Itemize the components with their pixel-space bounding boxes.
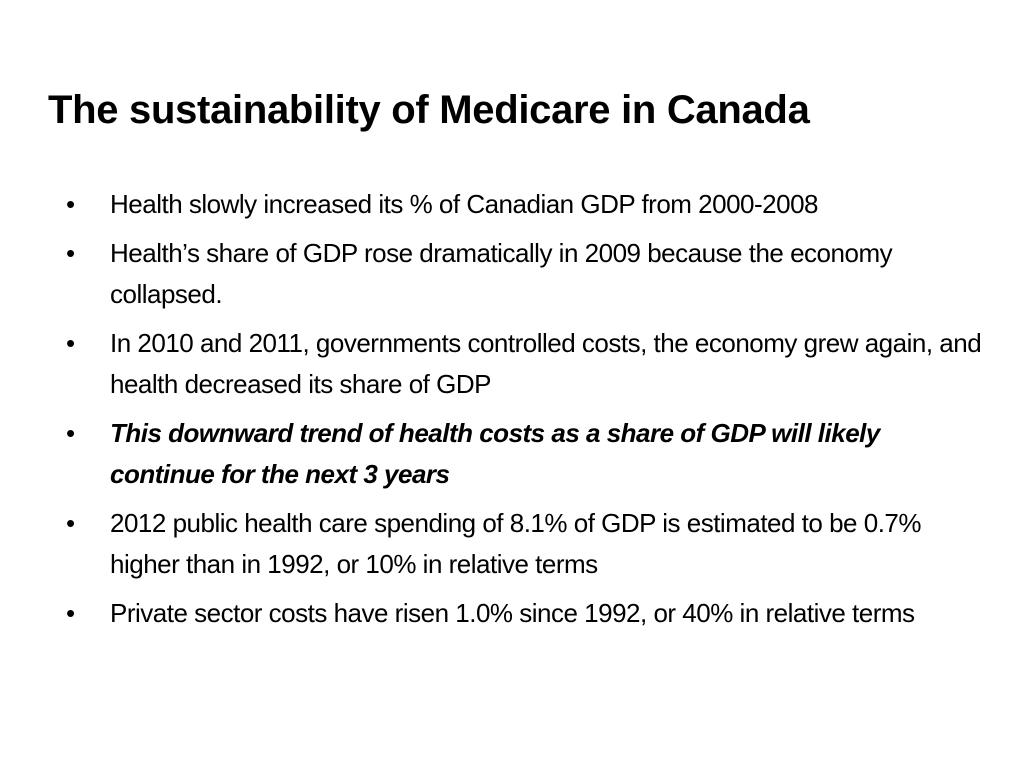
bullet-item-2010-2011: • In 2010 and 2011, governments controll…	[66, 323, 986, 405]
bullet-icon: •	[66, 598, 76, 628]
bullet-item-downward-trend: • This downward trend of health costs as…	[66, 413, 986, 495]
bullet-text: In 2010 and 2011, governments controlled…	[110, 328, 982, 399]
bullet-text: Health’s share of GDP rose dramatically …	[110, 238, 893, 309]
bullet-icon: •	[66, 189, 76, 219]
bullet-text: 2012 public health care spending of 8.1%…	[110, 508, 922, 579]
bullet-icon: •	[66, 508, 76, 538]
bullet-text: Health slowly increased its % of Canadia…	[110, 189, 819, 219]
bullet-item-public-spending-2012: • 2012 public health care spending of 8.…	[66, 503, 986, 585]
slide-title: The sustainability of Medicare in Canada	[48, 88, 810, 132]
bullet-item-private-sector: • Private sector costs have risen 1.0% s…	[66, 593, 986, 634]
bullet-text: Private sector costs have risen 1.0% sin…	[110, 598, 915, 628]
bullet-icon: •	[66, 328, 76, 358]
bullet-item-gdp-2000-2008: • Health slowly increased its % of Canad…	[66, 184, 986, 225]
bullet-item-gdp-2009: • Health’s share of GDP rose dramaticall…	[66, 233, 986, 315]
bullet-text-emphasized: This downward trend of health costs as a…	[110, 418, 880, 489]
bullet-list: • Health slowly increased its % of Canad…	[66, 184, 986, 642]
bullet-icon: •	[66, 238, 76, 268]
bullet-icon: •	[66, 418, 76, 448]
